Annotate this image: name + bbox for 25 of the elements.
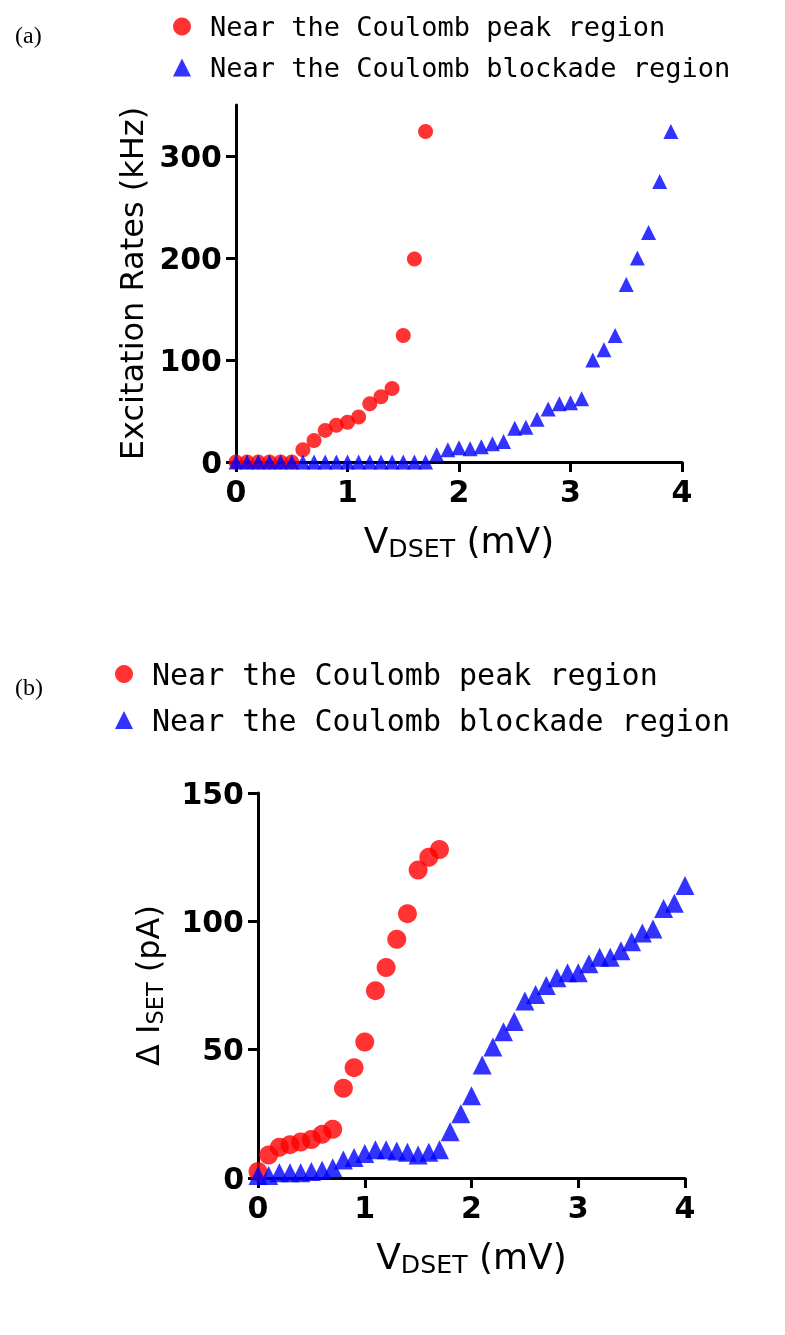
x-tick-label: 3 [560,473,581,509]
y-tick-label: 300 [159,138,222,174]
x-tick-label: 4 [674,1189,696,1225]
x-tick-label: 1 [337,473,358,509]
legend-label: Near the Coulomb blockade region [152,702,730,738]
y-tick-label: 0 [201,444,222,480]
x-tick-label: 2 [448,473,470,509]
legend-label: Near the Coulomb peak region [152,656,658,692]
x-tick-label: 1 [354,1189,376,1225]
text: (b) [15,674,43,700]
y-tick-label: 100 [181,903,244,939]
legend-label: Near the Coulomb blockade region [210,52,731,83]
legend-label: Near the Coulomb peak region [210,11,666,42]
y-tick-label: 50 [202,1032,244,1068]
x-tick-label: 3 [567,1189,589,1225]
text: (a) [15,22,42,48]
x-tick-label: 0 [247,1189,269,1225]
y-axis-title: Excitation Rates (kHz) [113,106,152,461]
y-tick-label: 0 [223,1160,244,1196]
x-tick-label: 2 [461,1189,482,1225]
y-tick-label: 150 [181,775,244,811]
y-tick-label: 100 [159,342,222,378]
y-axis-title: Δ ISET (pA) [128,905,168,1066]
y-tick-label: 200 [159,240,222,276]
x-tick-label: 4 [671,473,693,509]
